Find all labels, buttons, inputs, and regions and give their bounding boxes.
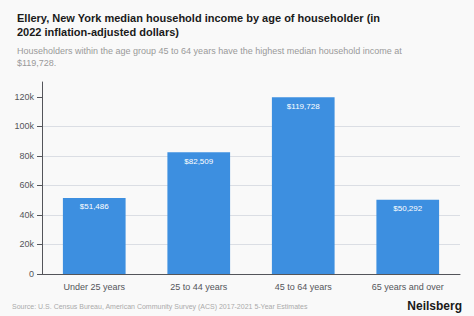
svg-text:65 years and over: 65 years and over xyxy=(372,282,444,292)
svg-text:$82,509: $82,509 xyxy=(184,157,213,166)
svg-text:100k: 100k xyxy=(14,121,34,131)
svg-text:$51,486: $51,486 xyxy=(80,202,109,211)
svg-text:Source: U.S. Census Bureau, Am: Source: U.S. Census Bureau, American Com… xyxy=(12,303,308,311)
svg-text:20k: 20k xyxy=(19,239,34,249)
svg-text:80k: 80k xyxy=(19,151,34,161)
svg-text:$119,728.: $119,728. xyxy=(17,58,56,68)
svg-text:120k: 120k xyxy=(14,92,34,102)
svg-text:Neilsberg: Neilsberg xyxy=(407,299,462,313)
svg-text:2022 inflation-adjusted dollar: 2022 inflation-adjusted dollars) xyxy=(17,26,179,38)
svg-text:Householders within the age gr: Householders within the age group 45 to … xyxy=(17,46,402,56)
svg-text:Ellery, New York median househ: Ellery, New York median household income… xyxy=(17,12,380,24)
svg-text:60k: 60k xyxy=(19,180,34,190)
svg-text:0: 0 xyxy=(29,269,34,279)
svg-text:40k: 40k xyxy=(19,210,34,220)
svg-text:25 to 44 years: 25 to 44 years xyxy=(170,282,228,292)
svg-text:$50,292: $50,292 xyxy=(393,204,422,213)
svg-text:Under 25 years: Under 25 years xyxy=(63,282,125,292)
svg-text:45 to 64 years: 45 to 64 years xyxy=(275,282,333,292)
svg-text:$119,728: $119,728 xyxy=(287,102,320,111)
